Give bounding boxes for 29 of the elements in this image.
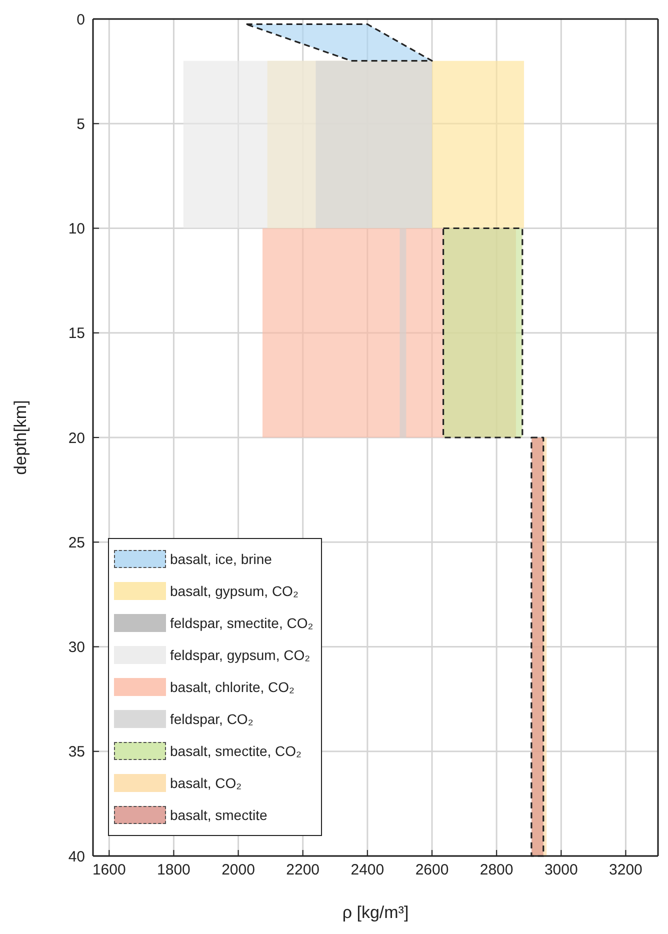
y-tick-label: 10 (68, 220, 85, 238)
y-tick-label: 0 (76, 11, 85, 28)
x-tick-label: 2800 (480, 862, 514, 879)
x-axis-title: ρ [kg/m³] (342, 903, 409, 922)
x-tick-label: 2400 (350, 862, 384, 879)
y-axis-title: depth[km] (11, 400, 30, 475)
legend-label: basalt, ice, brine (170, 551, 272, 567)
legend-label: basalt, chlorite, CO₂ (170, 679, 294, 695)
legend-label: feldspar, smectite, CO₂ (170, 615, 314, 631)
x-tick-label: 2600 (415, 862, 449, 879)
x-tick-label: 3000 (544, 862, 578, 879)
x-tick-label: 3200 (609, 862, 642, 879)
y-tick-label: 35 (68, 744, 85, 761)
y-tick-label: 15 (68, 325, 85, 342)
x-tick-label: 2200 (286, 862, 320, 879)
y-tick-label: 20 (68, 430, 85, 447)
y-tick-label: 30 (68, 639, 85, 656)
legend-label: basalt, smectite (170, 807, 268, 823)
y-tick-label: 40 (68, 848, 85, 866)
x-tick-label: 1800 (157, 862, 190, 879)
legend-label: basalt, CO₂ (170, 775, 242, 791)
legend-label: feldspar, gypsum, CO₂ (170, 647, 310, 663)
y-tick-label: 5 (76, 116, 85, 133)
legend-label: basalt, gypsum, CO₂ (170, 583, 298, 599)
y-tick-label: 25 (68, 534, 85, 552)
legend-label: basalt, smectite, CO₂ (170, 743, 302, 759)
legend-label: feldspar, CO₂ (170, 711, 254, 727)
x-tick-label: 1600 (92, 862, 126, 879)
x-tick-label: 2000 (222, 862, 255, 879)
